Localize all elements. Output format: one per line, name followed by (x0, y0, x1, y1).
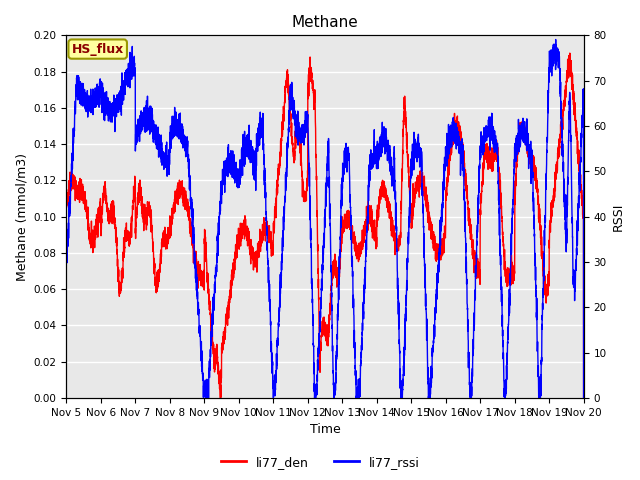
Legend: li77_den, li77_rssi: li77_den, li77_rssi (216, 451, 424, 474)
li77_rssi (412, 141, 420, 147)
Line: li77_rssi: li77_rssi (67, 39, 584, 398)
li77_den (216, 395, 224, 401)
li77_den (566, 50, 573, 56)
X-axis label: Time: Time (310, 423, 340, 436)
li77_rssi (579, 106, 587, 111)
Y-axis label: Methane (mmol/m3): Methane (mmol/m3) (15, 153, 28, 281)
li77_rssi (63, 259, 70, 265)
li77_den (580, 395, 588, 401)
li77_den (441, 228, 449, 234)
li77_rssi (306, 165, 314, 170)
li77_rssi (470, 310, 478, 316)
li77_rssi (441, 168, 449, 174)
li77_den (306, 67, 314, 73)
li77_den (412, 191, 420, 196)
li77_rssi (202, 395, 210, 401)
li77_rssi (156, 138, 163, 144)
Title: Methane: Methane (292, 15, 358, 30)
li77_rssi (580, 395, 588, 401)
li77_den (156, 273, 163, 278)
li77_den (579, 203, 587, 208)
Line: li77_den: li77_den (67, 53, 584, 398)
Y-axis label: RSSI: RSSI (612, 203, 625, 231)
li77_den (63, 202, 70, 208)
Text: HS_flux: HS_flux (72, 43, 124, 56)
li77_den (470, 253, 478, 259)
li77_rssi (552, 36, 559, 42)
